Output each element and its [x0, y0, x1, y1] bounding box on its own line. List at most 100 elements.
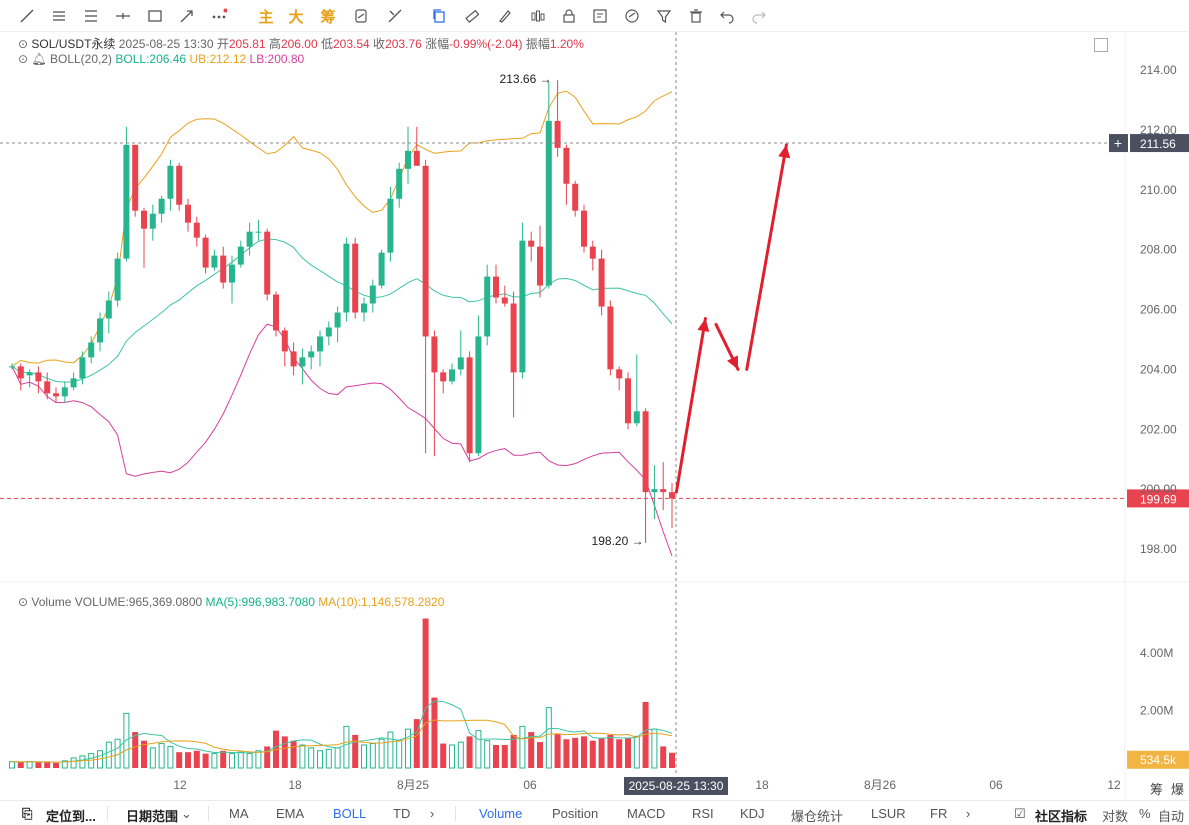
indicator-ema[interactable]: EMA	[276, 806, 305, 821]
volume-bar	[167, 745, 174, 769]
redo-icon[interactable]	[748, 5, 770, 27]
undo-icon[interactable]	[716, 5, 738, 27]
hide-drawings-icon[interactable]	[384, 5, 406, 27]
sub-lsur[interactable]: LSUR	[871, 806, 906, 821]
collapse-icon[interactable]: ⊙	[18, 595, 29, 609]
log-scale-toggle[interactable]: 对数	[1102, 809, 1129, 824]
candle-body	[26, 372, 33, 376]
volume-bar	[202, 753, 209, 768]
volume-bar	[88, 753, 95, 769]
candle-body	[61, 387, 68, 397]
candle-body	[369, 285, 376, 304]
sub-macd[interactable]: MACD	[627, 806, 666, 821]
percent-toggle[interactable]: %	[1139, 806, 1151, 821]
collapse-icon[interactable]: ⊙	[18, 37, 29, 51]
boll-ub-value: UB:212.12	[189, 52, 247, 66]
locate-icon[interactable]: ⎘	[22, 806, 33, 821]
drawn-arrow-head	[778, 144, 791, 159]
volume-bar	[493, 745, 499, 768]
volume-bar	[598, 737, 605, 768]
sub-volume[interactable]: Volume	[479, 806, 523, 821]
volume-bar	[334, 747, 341, 769]
lock-icon[interactable]	[558, 5, 580, 27]
volume-bar	[44, 762, 51, 768]
collapse-icon[interactable]: ⊙	[18, 52, 29, 66]
volume-bar	[105, 741, 112, 769]
candle-body	[343, 243, 350, 313]
last-volume-tag	[1127, 750, 1189, 769]
high-label: 高	[268, 37, 281, 51]
indicator-ma[interactable]: MA	[229, 806, 249, 821]
candle-body	[167, 165, 174, 199]
volume-tick-label: 2.00M	[1140, 704, 1173, 718]
filter-icon[interactable]	[653, 5, 675, 27]
bell-icon[interactable]: 🔔︎	[31, 52, 47, 66]
chevron-down-icon[interactable]: ⌄	[181, 806, 192, 821]
time-tick-label: 12	[173, 778, 187, 792]
candle-body	[607, 306, 614, 370]
candle-body	[35, 372, 42, 382]
parallel-lines-tool-icon[interactable]	[48, 5, 70, 27]
sub-fr[interactable]: FR	[930, 806, 948, 821]
ruler-icon[interactable]	[461, 5, 483, 27]
community-indicators[interactable]: 社区指标	[1035, 809, 1088, 824]
rectangle-tool-icon[interactable]	[144, 5, 166, 27]
volume-bar	[237, 751, 244, 769]
more-tools-icon[interactable]	[208, 5, 230, 27]
volume-bar	[554, 733, 561, 768]
candle-body	[53, 393, 59, 397]
boll-upper-line	[11, 90, 673, 367]
volume-bar	[176, 752, 183, 768]
alert-icon[interactable]	[621, 5, 643, 27]
trash-icon[interactable]	[685, 5, 707, 27]
horizontal-line-tool-icon[interactable]	[112, 5, 134, 27]
price-chart[interactable]: +211.56 2025-08-25 13:30 199.69 534.5k 213.6…	[0, 32, 1189, 800]
candle-body	[149, 213, 156, 229]
candle-body	[493, 276, 499, 298]
chevron-right-icon[interactable]: ›	[430, 806, 435, 821]
big-order-button[interactable]: 大	[288, 8, 304, 26]
auto-scale-toggle[interactable]: 自动	[1158, 809, 1185, 824]
chevron-right-icon[interactable]: ›	[966, 806, 971, 821]
volume-ma10-line	[11, 719, 673, 763]
candle-body	[246, 231, 253, 247]
magnet-icon[interactable]	[350, 5, 372, 27]
sub-liquidation[interactable]: 爆仓统计	[791, 809, 844, 824]
date-range-button[interactable]: 日期范围	[126, 809, 179, 824]
candle-body	[572, 183, 579, 211]
candle-body	[396, 168, 403, 199]
locate-button[interactable]: 定位到...	[46, 809, 96, 824]
price-tick-label: 212.00	[1140, 123, 1177, 137]
candle-style-icon[interactable]	[527, 5, 549, 27]
volume-bar	[660, 746, 667, 768]
indicator-boll[interactable]: BOLL	[333, 806, 367, 821]
chip-toggle[interactable]: 筹	[1150, 782, 1164, 797]
open-label: 开	[216, 37, 229, 51]
chip-button[interactable]: 筹	[320, 8, 336, 26]
volume-bar	[264, 746, 271, 768]
crosshair-time-tag	[624, 777, 728, 795]
trendline-tool-icon[interactable]	[16, 5, 38, 27]
last-price-tag	[1127, 489, 1189, 508]
indicator-td[interactable]: TD	[393, 806, 411, 821]
fib-tool-icon[interactable]	[80, 5, 102, 27]
copy-drawing-icon[interactable]	[428, 5, 450, 27]
candle-body	[598, 258, 605, 307]
brush-icon[interactable]	[494, 5, 516, 27]
community-icon[interactable]: ☑	[1014, 806, 1026, 821]
sub-rsi[interactable]: RSI	[692, 806, 714, 821]
fullscreen-icon[interactable]	[1094, 38, 1108, 52]
candle-body	[484, 276, 491, 337]
candle-body	[422, 165, 429, 337]
template-icon[interactable]	[589, 5, 611, 27]
low-mark-label: 198.20 →	[592, 534, 644, 548]
candle-body	[581, 210, 587, 247]
sub-kdj[interactable]: KDJ	[740, 806, 765, 821]
main-force-button[interactable]: 主	[258, 8, 274, 26]
burst-toggle[interactable]: 爆	[1171, 782, 1185, 797]
sub-position[interactable]: Position	[552, 806, 599, 821]
arrow-tool-icon[interactable]	[176, 5, 198, 27]
candle-body	[308, 351, 315, 358]
volume-bar	[325, 748, 332, 769]
candle-body	[563, 147, 570, 184]
